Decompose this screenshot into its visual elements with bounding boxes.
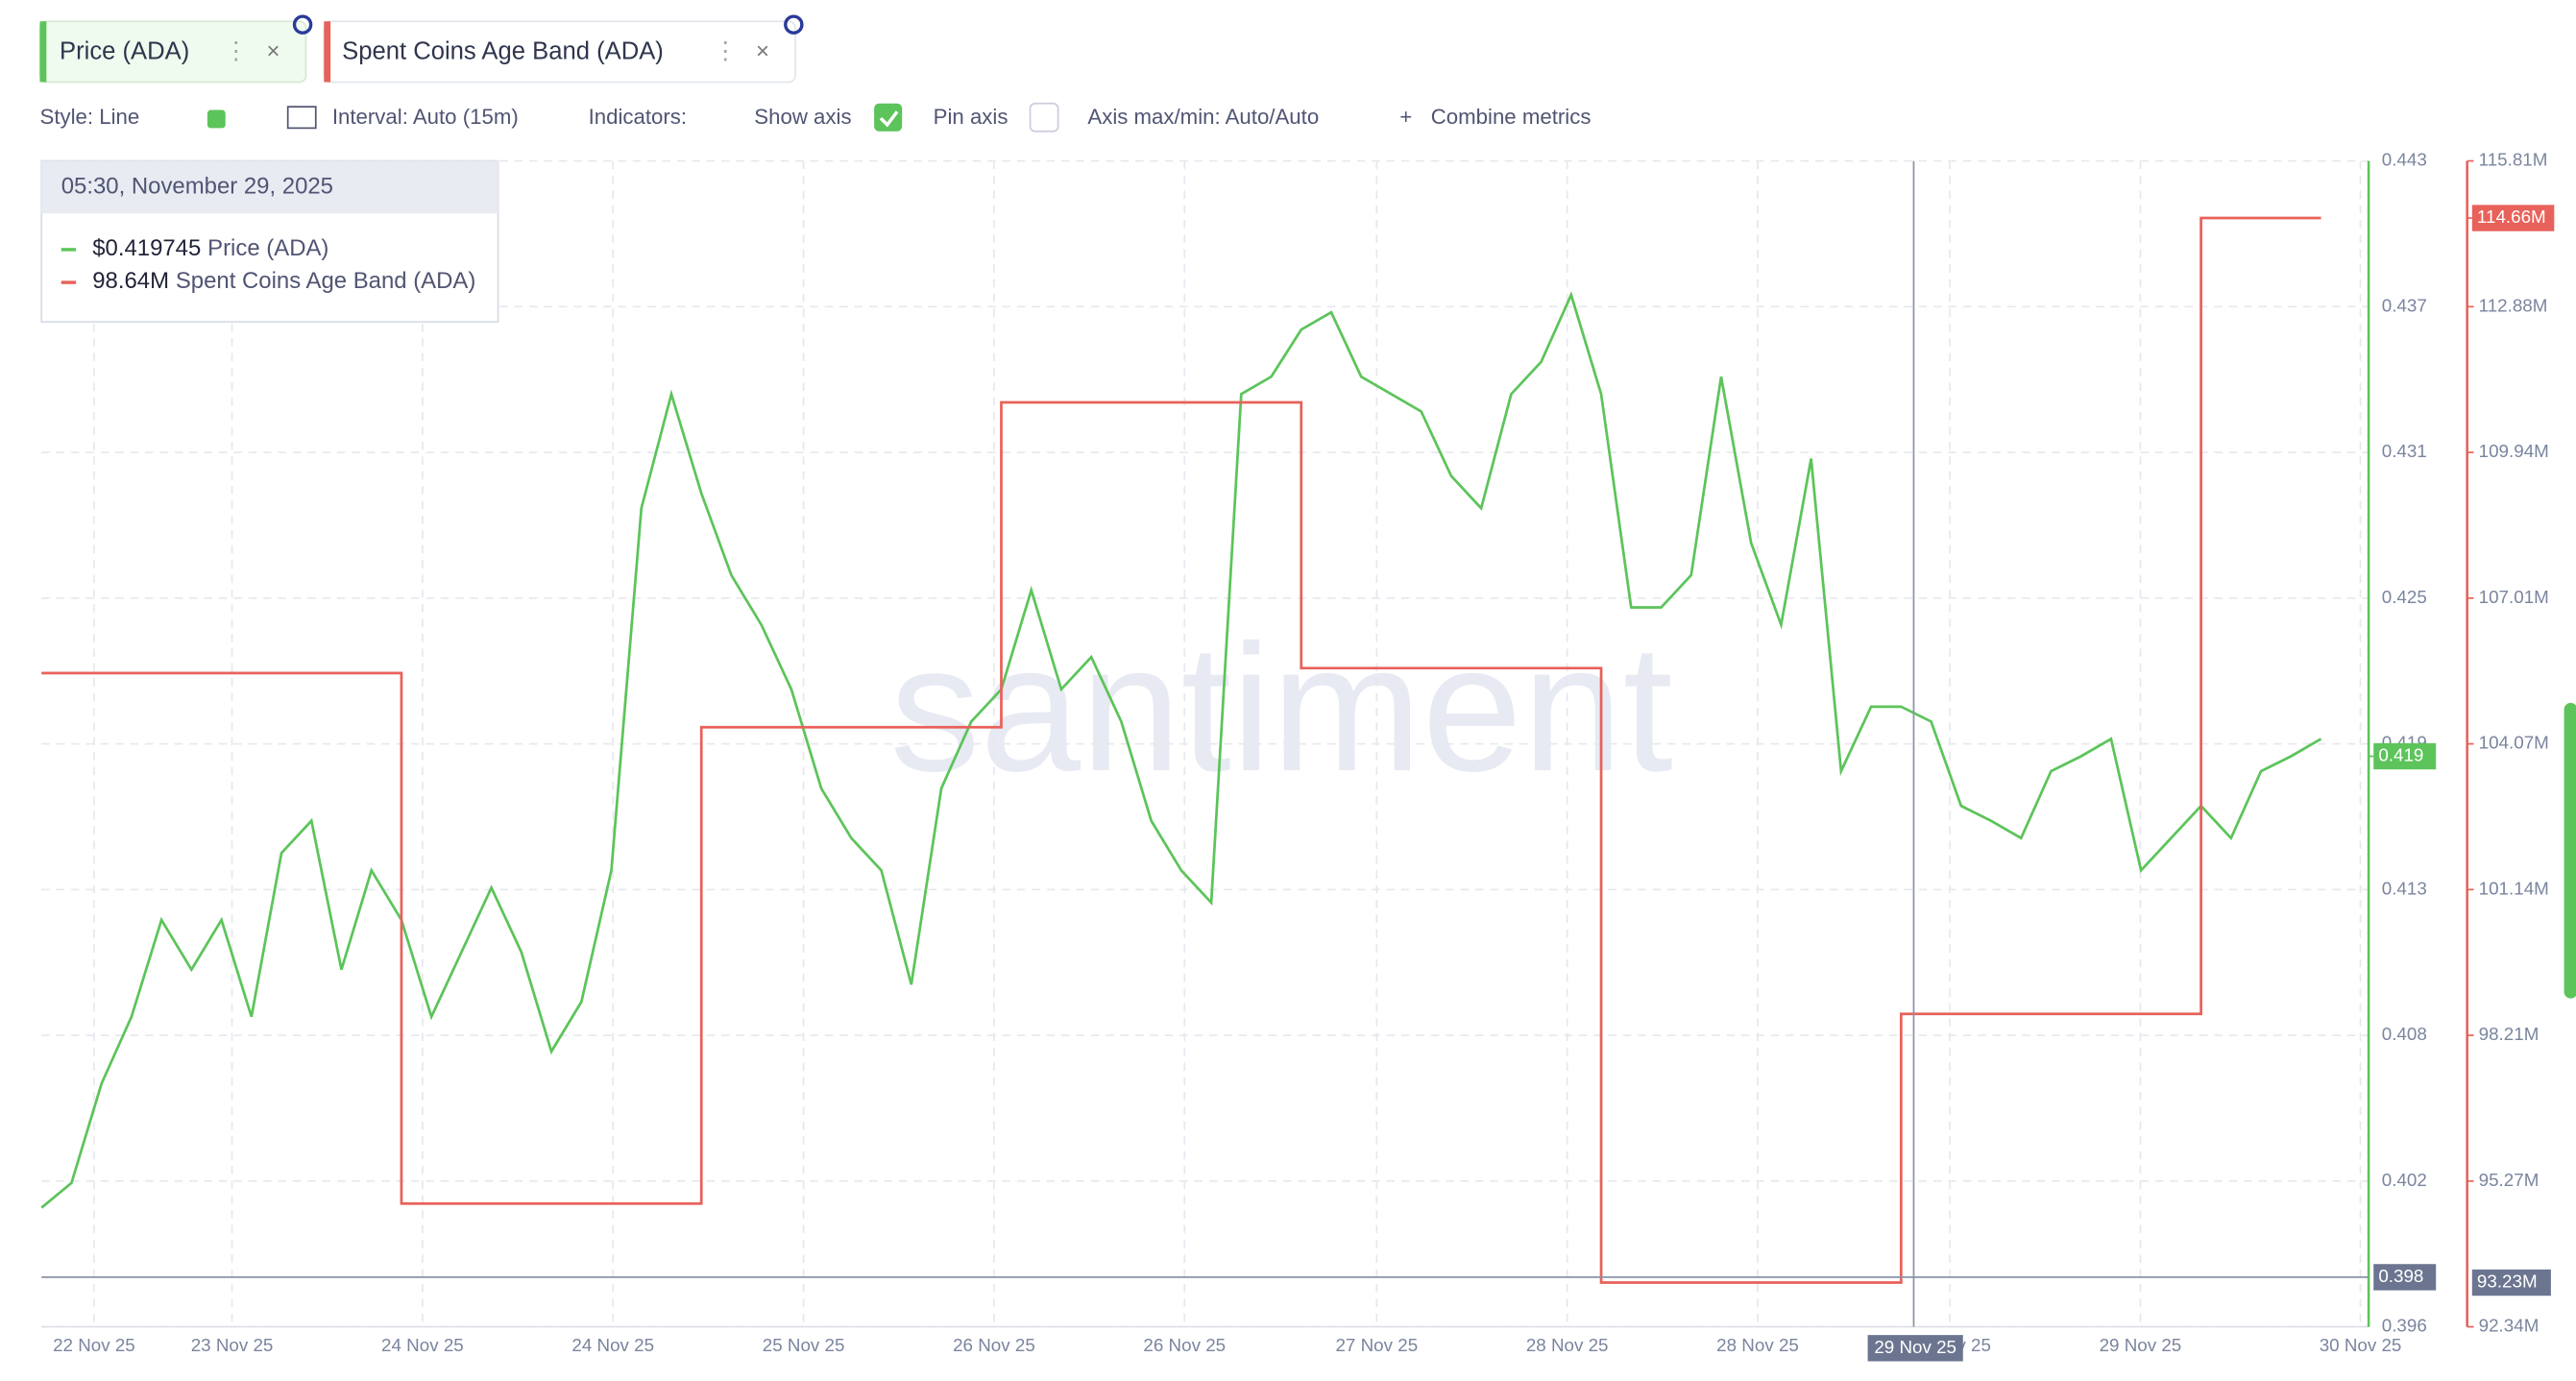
series-line	[41, 216, 2321, 1284]
x-tick-label: 28 Nov 25	[1526, 1335, 1609, 1355]
tab-spent[interactable]	[323, 20, 796, 84]
y-tick-label: 0.413	[2382, 878, 2427, 898]
tooltip: 05:30, November 29, 2025 $0.419745 Price …	[40, 159, 499, 323]
color-select[interactable]	[207, 109, 226, 129]
check-icon	[879, 110, 899, 128]
show-axis-checkbox[interactable]	[874, 103, 903, 132]
crosshair-x-bg	[1867, 1335, 1963, 1362]
pin-axis-label[interactable]: Pin axis	[934, 105, 1009, 129]
axis-handle	[2564, 702, 2576, 999]
x-tick-label: 26 Nov 25	[1143, 1335, 1226, 1355]
x-tick-label: 24 Nov 25	[571, 1335, 654, 1355]
y2-tick-label: 98.21M	[2479, 1024, 2540, 1044]
tooltip-value: 98.64M	[92, 268, 169, 294]
x-tick-label: 27 Nov 25	[1335, 1335, 1418, 1355]
pin-axis-checkbox[interactable]	[1029, 102, 1059, 133]
x-tick-label: 26 Nov 25	[953, 1335, 1035, 1355]
x-tick-label: 30 Nov 25	[2320, 1335, 2402, 1355]
combine-metrics[interactable]: Combine metrics	[1431, 105, 1592, 129]
crosshair-x-label: 29 Nov 25	[1874, 1337, 1956, 1357]
watermark: santiment	[889, 607, 1672, 809]
crosshair-y-label: 0.398	[2378, 1266, 2423, 1286]
value-badge-bg	[2471, 205, 2555, 231]
x-tick-label: 23 Nov 25	[191, 1335, 274, 1355]
interval-select[interactable]: Interval: Auto (15m)	[332, 105, 519, 129]
tab-price-accent	[39, 21, 47, 83]
x-tick-label: 28 Nov 25	[1716, 1335, 1799, 1355]
crosshair-y2-label: 93.23M	[2477, 1272, 2538, 1292]
crosshair-y-label-bg	[2373, 1264, 2437, 1291]
ada-icon	[292, 14, 313, 35]
x-tick-label: 25 Nov 25	[763, 1335, 845, 1355]
x-tick-label: 24 Nov 25	[381, 1335, 464, 1355]
tab-menu[interactable]: ⋮	[714, 37, 739, 64]
y2-tick-label: 109.94M	[2479, 441, 2549, 461]
tab-close[interactable]: ×	[266, 38, 279, 64]
crosshair-y2-label-bg	[2471, 1269, 2551, 1296]
style-select[interactable]: Style: Line	[39, 105, 139, 129]
tooltip-series-name: Price (ADA)	[207, 235, 328, 261]
plus-icon: +	[1399, 105, 1412, 129]
tooltip-series-name: Spent Coins Age Band (ADA)	[176, 268, 475, 294]
tab-price-label[interactable]: Price (ADA)	[60, 37, 189, 64]
axis-minmax-select[interactable]: Axis max/min: Auto/Auto	[1087, 105, 1319, 129]
tooltip-header	[41, 160, 498, 214]
y-tick-label: 0.425	[2382, 587, 2427, 607]
value-badge: 114.66M	[2477, 206, 2546, 227]
show-axis-label[interactable]: Show axis	[754, 105, 851, 129]
y-tick-label: 0.443	[2382, 150, 2427, 170]
tab-spent-label[interactable]: Spent Coins Age Band (ADA)	[342, 37, 664, 64]
x-tick-label: 29 Nov 25	[2100, 1335, 2182, 1355]
indicators-select[interactable]: Indicators:	[589, 105, 688, 129]
tooltip-date: 05:30, November 29, 2025	[61, 173, 333, 199]
interval-icon	[286, 106, 317, 130]
y-tick-label: 0.396	[2382, 1316, 2427, 1336]
tab-menu[interactable]: ⋮	[224, 37, 249, 64]
tooltip-item: $0.419745 Price (ADA)	[92, 235, 328, 261]
tab-close[interactable]: ×	[756, 38, 769, 64]
ada-icon	[784, 14, 804, 35]
tab-spent-accent	[324, 21, 331, 83]
y2-tick-label: 95.27M	[2479, 1170, 2540, 1190]
y2-tick-label: 104.07M	[2479, 733, 2549, 753]
value-badge-bg	[2373, 742, 2437, 770]
value-badge: 0.419	[2378, 744, 2423, 764]
tooltip-item: 98.64M Spent Coins Age Band (ADA)	[92, 268, 475, 294]
y-tick-label: 0.431	[2382, 441, 2427, 461]
y-tick-label: 0.402	[2382, 1170, 2427, 1190]
y2-tick-label: 92.34M	[2479, 1316, 2540, 1336]
y2-tick-label: 115.81M	[2479, 150, 2548, 170]
series-line	[40, 291, 2322, 1209]
y2-tick-label: 107.01M	[2479, 587, 2549, 607]
tooltip-value: $0.419745	[92, 235, 201, 261]
y-tick-label: 0.437	[2382, 295, 2427, 315]
y2-tick-label: 101.14M	[2479, 878, 2549, 898]
y-tick-label: 0.408	[2382, 1024, 2427, 1044]
x-tick-label: 22 Nov 25	[53, 1335, 135, 1355]
y2-tick-label: 112.88M	[2479, 295, 2548, 315]
